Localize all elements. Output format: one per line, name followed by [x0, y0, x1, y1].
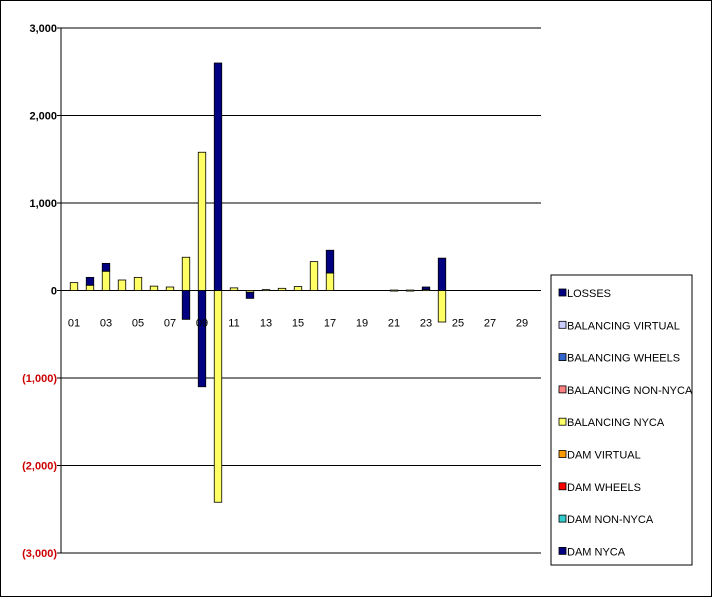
legend-label: LOSSES: [567, 288, 611, 300]
legend-label: DAM NYCA: [567, 546, 626, 558]
x-tick-label: 17: [324, 318, 336, 330]
x-tick-label: 25: [452, 318, 464, 330]
legend-label: DAM WHEELS: [567, 482, 641, 494]
bar-segment: [421, 286, 431, 291]
bar-segment: [101, 262, 111, 272]
bar-segment: [325, 249, 335, 274]
bar-segment: [213, 290, 223, 503]
legend-swatch: [558, 547, 567, 555]
bar-segment: [165, 286, 175, 291]
legend-label: DAM NON-NYCA: [567, 514, 654, 526]
bar-segment: [437, 257, 447, 291]
bars: [69, 62, 447, 503]
bar-segment: [437, 290, 447, 323]
bar-segment: [133, 276, 143, 291]
legend-label: BALANCING NON-NYCA: [567, 385, 693, 397]
y-tick-label: 2,000: [29, 111, 57, 123]
legend-label: DAM VIRTUAL: [567, 450, 641, 462]
x-tick-label: 05: [132, 318, 144, 330]
bar-segment: [389, 289, 399, 292]
bar-segment: [325, 272, 335, 291]
legend-swatch: [558, 353, 567, 362]
bar-segment: [181, 256, 191, 291]
legend-label: BALANCING WHEELS: [567, 353, 680, 365]
bar-segment: [213, 62, 223, 291]
x-tick-label: 11: [228, 318, 239, 330]
x-axis-tick-labels: 01 03 05 07 09 11 13 15 17 19 21 23 25 27 29: [68, 318, 528, 330]
x-tick-label: 27: [484, 318, 496, 330]
y-tick-label: (3,000): [22, 548, 57, 560]
bar-segment: [197, 151, 207, 291]
bar-segment: [117, 279, 127, 291]
x-tick-label: 29: [516, 318, 528, 330]
legend-swatch: [558, 417, 567, 426]
bar-segment: [197, 290, 207, 388]
bar-segment: [245, 291, 255, 299]
axes: [57, 27, 62, 554]
bar-segment: [85, 284, 95, 291]
legend-swatch: [558, 514, 567, 523]
legend-swatch: [558, 288, 567, 297]
bar-segment: [69, 282, 79, 291]
x-tick-label: 13: [260, 318, 272, 330]
y-tick-label: 1,000: [29, 198, 57, 210]
x-tick-label: 03: [100, 318, 112, 330]
y-tick-label: (1,000): [22, 373, 57, 385]
bar-segment: [101, 270, 111, 291]
bar-segment: [277, 287, 287, 291]
bar-segment: [229, 287, 239, 291]
bar-segment: [181, 290, 191, 320]
legend: LOSSES BALANCING VIRTUAL BALANCING WHEELS B…: [550, 274, 693, 566]
x-tick-label: 23: [420, 318, 432, 330]
x-tick-label: 07: [164, 318, 176, 330]
x-tick-label: 01: [68, 318, 80, 330]
bar-segment: [309, 261, 319, 291]
legend-swatch: [558, 450, 567, 458]
legend-swatch: [558, 482, 567, 491]
y-tick-label: 3,000: [29, 23, 57, 35]
y-axis-tick-labels: 3,000 2,000 1,000 0 (1,000) (2,000) (3,000): [22, 23, 57, 560]
y-tick-label: 0: [51, 286, 57, 298]
legend-label: BALANCING VIRTUAL: [567, 320, 680, 332]
bar-segment: [293, 286, 303, 291]
legend-swatch: [558, 385, 567, 394]
bar-segment: [405, 289, 415, 292]
x-tick-label: 19: [356, 318, 368, 330]
x-tick-label: 09: [196, 318, 208, 330]
x-tick-label: 15: [292, 318, 304, 330]
bar-segment: [85, 276, 95, 286]
bar-segment: [261, 289, 271, 292]
legend-box: [550, 274, 693, 566]
bar-segment: [149, 285, 159, 291]
y-tick-label: (2,000): [22, 461, 57, 473]
legend-swatch: [558, 320, 567, 329]
x-tick-label: 21: [388, 318, 400, 330]
legend-label: BALANCING NYCA: [567, 417, 665, 429]
